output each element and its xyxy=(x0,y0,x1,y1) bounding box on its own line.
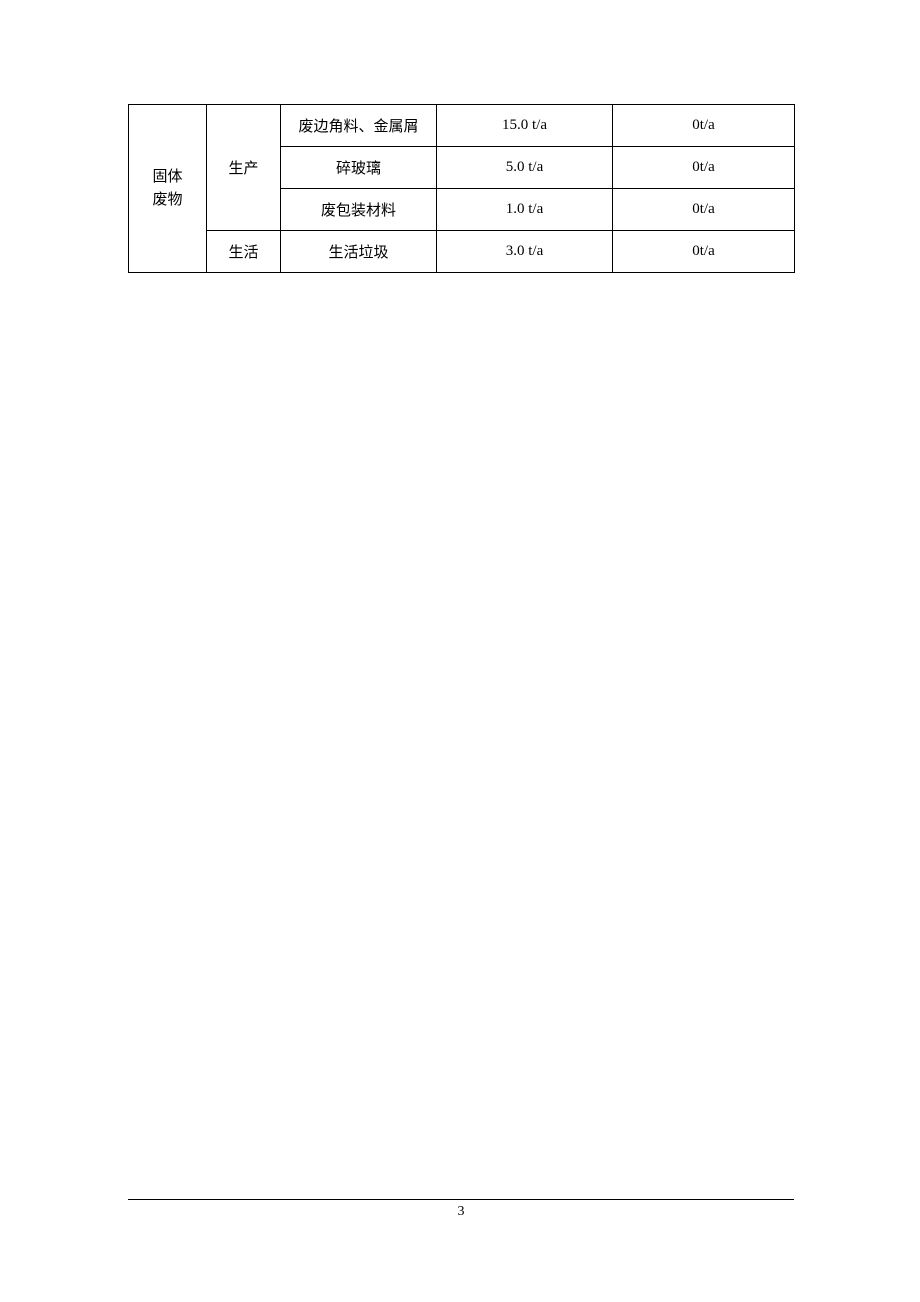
value1-cell: 5.0 t/a xyxy=(437,147,613,189)
footer-divider xyxy=(128,1199,794,1200)
value2-cell: 0t/a xyxy=(613,189,795,231)
item-cell: 废边角料、金属屑 xyxy=(281,105,437,147)
category-line1: 固体 xyxy=(152,169,182,185)
item-cell: 生活垃圾 xyxy=(281,231,437,273)
value1-cell: 15.0 t/a xyxy=(437,105,613,147)
table-row: 固体 废物 生产 废边角料、金属屑 15.0 t/a 0t/a xyxy=(129,105,795,147)
value2-cell: 0t/a xyxy=(613,147,795,189)
value2-cell: 0t/a xyxy=(613,105,795,147)
value2-cell: 0t/a xyxy=(613,231,795,273)
item-cell: 碎玻璃 xyxy=(281,147,437,189)
waste-category-cell: 固体 废物 xyxy=(129,105,207,273)
item-cell: 废包装材料 xyxy=(281,189,437,231)
page-footer: 3 xyxy=(128,1199,794,1220)
value1-cell: 1.0 t/a xyxy=(437,189,613,231)
page-content: 固体 废物 生产 废边角料、金属屑 15.0 t/a 0t/a 碎玻璃 5.0 … xyxy=(0,0,920,273)
page-number: 3 xyxy=(128,1204,794,1220)
table-row: 生活 生活垃圾 3.0 t/a 0t/a xyxy=(129,231,795,273)
waste-table: 固体 废物 生产 废边角料、金属屑 15.0 t/a 0t/a 碎玻璃 5.0 … xyxy=(128,104,795,273)
subcategory-cell: 生产 xyxy=(207,105,281,231)
subcategory-cell: 生活 xyxy=(207,231,281,273)
category-line2: 废物 xyxy=(152,192,182,208)
value1-cell: 3.0 t/a xyxy=(437,231,613,273)
